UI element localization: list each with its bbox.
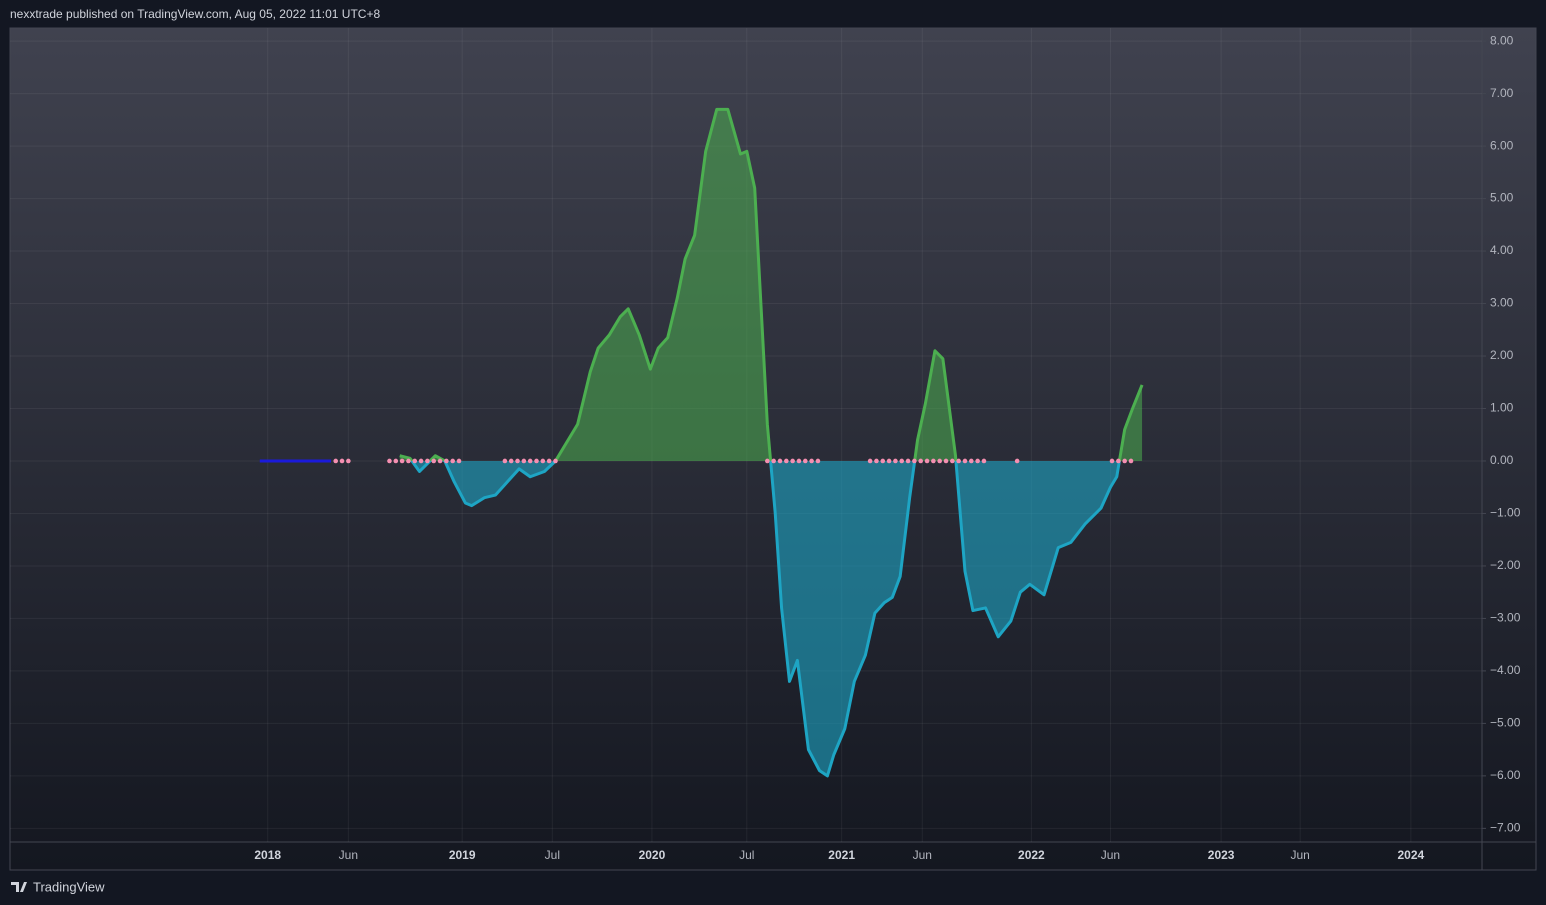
signal-dot — [406, 458, 411, 464]
signal-dot — [880, 458, 886, 464]
signal-dot — [540, 458, 546, 464]
signal-dot — [962, 458, 968, 464]
signal-dot — [771, 458, 776, 464]
signal-dot — [918, 458, 924, 464]
y-tick-label: 6.00 — [1490, 138, 1514, 152]
y-tick-label: −6.00 — [1490, 768, 1521, 782]
signal-dot — [796, 458, 802, 464]
x-tick-label: Jun — [1290, 848, 1309, 862]
signal-dot — [905, 458, 911, 464]
signal-dot — [893, 458, 898, 464]
signal-dot — [912, 458, 917, 464]
x-tick-label: Jun — [339, 848, 358, 862]
x-tick-label: 2022 — [1018, 848, 1045, 862]
signal-dot — [339, 458, 345, 464]
y-tick-label: −2.00 — [1490, 558, 1521, 572]
signal-dot — [412, 458, 418, 464]
y-tick-label: 1.00 — [1490, 401, 1514, 415]
x-tick-label: 2020 — [639, 848, 666, 862]
signal-dot — [815, 458, 821, 464]
signal-dot — [975, 458, 980, 464]
signal-dot — [981, 458, 987, 464]
x-tick-label: 2023 — [1208, 848, 1235, 862]
signal-dot — [802, 458, 808, 464]
signal-dot — [969, 458, 974, 464]
logo-icon — [11, 882, 27, 892]
y-tick-label: −3.00 — [1490, 611, 1521, 625]
chart-frame — [9, 27, 1537, 871]
signal-dot — [784, 458, 789, 464]
area-line-neg — [410, 460, 1121, 778]
x-tick-label: Jun — [1101, 848, 1120, 862]
signal-dot — [431, 458, 437, 464]
y-tick-label: −5.00 — [1490, 716, 1521, 730]
signal-dot — [956, 458, 961, 464]
x-tick-label: 2024 — [1397, 848, 1424, 862]
x-tick-label: Jun — [913, 848, 932, 862]
signal-dot — [456, 458, 462, 464]
signal-dot — [546, 458, 552, 464]
y-tick-label: 2.00 — [1490, 348, 1514, 362]
signal-dot — [886, 458, 892, 464]
signal-dot — [874, 458, 879, 464]
signal-dot — [809, 458, 814, 464]
signal-dot — [1128, 458, 1134, 464]
logo: TradingView — [11, 879, 105, 894]
signal-dot — [950, 458, 955, 464]
signal-dot — [777, 458, 783, 464]
y-tick-label: 5.00 — [1490, 191, 1514, 205]
signal-dot — [1014, 458, 1020, 464]
y-tick-label: 7.00 — [1490, 86, 1514, 100]
signal-dot — [418, 458, 424, 464]
signal-dot — [515, 458, 520, 464]
signal-dot — [387, 458, 392, 464]
x-tick-label: Jul — [739, 848, 754, 862]
x-tick-label: 2019 — [449, 848, 476, 862]
signal-dot — [931, 458, 936, 464]
signal-dot — [502, 458, 508, 464]
signal-dot — [1122, 458, 1127, 464]
signal-dot — [867, 458, 873, 464]
y-tick-label: −1.00 — [1490, 506, 1521, 520]
signal-dot — [527, 458, 533, 464]
signal-dot — [943, 458, 949, 464]
signal-dot — [1116, 458, 1121, 464]
y-tick-label: −4.00 — [1490, 663, 1521, 677]
signal-dot — [444, 458, 449, 464]
y-tick-label: 4.00 — [1490, 243, 1514, 257]
y-tick-label: −7.00 — [1490, 821, 1521, 835]
y-tick-label: 3.00 — [1490, 296, 1514, 310]
signal-dot — [765, 458, 770, 464]
signal-dot — [553, 458, 558, 464]
signal-dot — [899, 458, 905, 464]
signal-dot — [508, 458, 514, 464]
signal-dot — [790, 458, 795, 464]
y-tick-label: 8.00 — [1490, 33, 1514, 47]
signal-dot — [346, 458, 351, 464]
signal-dot — [1109, 458, 1115, 464]
signal-dot — [333, 458, 339, 464]
signal-dot — [937, 458, 942, 464]
signal-dot — [924, 458, 930, 464]
signal-dot — [534, 458, 539, 464]
signal-dot — [437, 458, 443, 464]
publisher-header: nexxtrade published on TradingView.com, … — [10, 7, 380, 21]
signal-dot — [425, 458, 430, 464]
signal-dot — [399, 458, 405, 464]
y-tick-label: 0.00 — [1490, 453, 1514, 467]
signal-dot — [393, 458, 399, 464]
x-tick-label: Jul — [545, 848, 560, 862]
x-tick-label: 2021 — [828, 848, 855, 862]
signal-dot — [521, 458, 527, 464]
x-tick-label: 2018 — [254, 848, 281, 862]
logo-text: TradingView — [33, 879, 105, 894]
area-fill-neg — [399, 460, 1143, 776]
signal-dot — [450, 458, 456, 464]
